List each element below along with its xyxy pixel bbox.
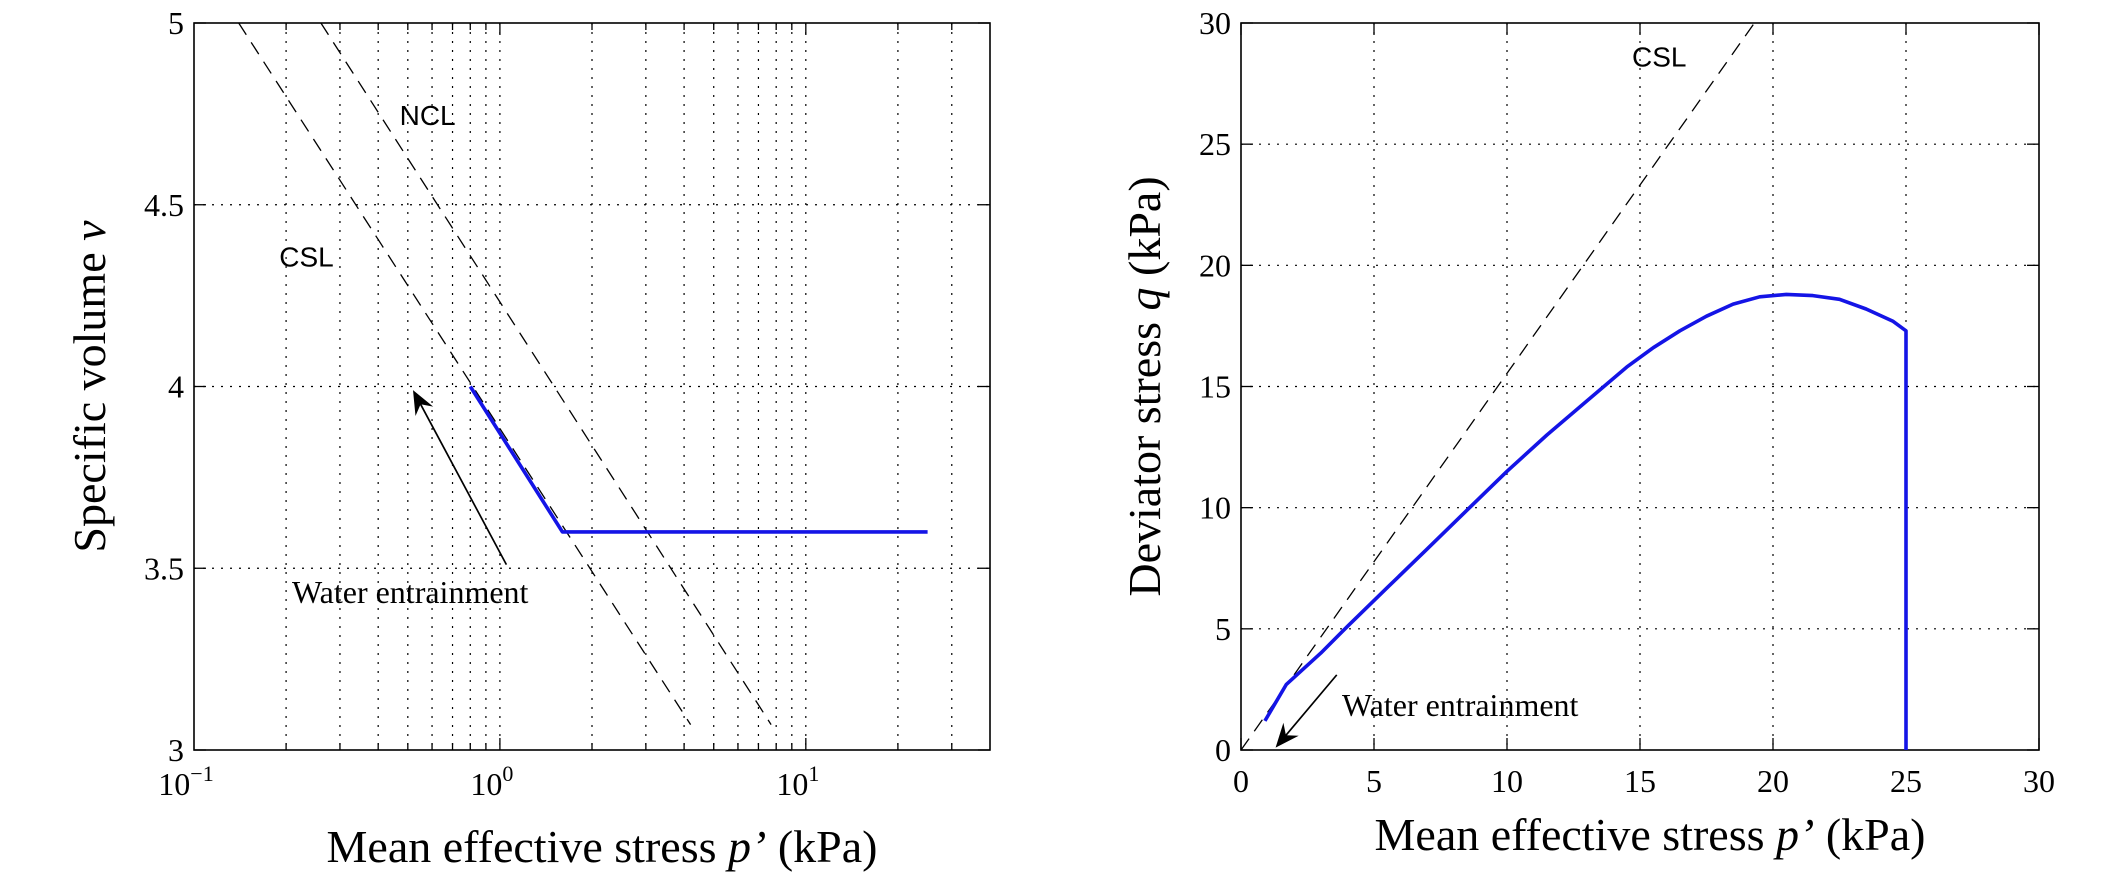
x-axis-label: Mean effective stress p’ (kPa) bbox=[1375, 809, 1926, 860]
reference-line-csl bbox=[238, 22, 692, 725]
stress-path-line bbox=[468, 385, 928, 534]
y-tick-label: 20 bbox=[1199, 247, 1231, 283]
plot-frame bbox=[1240, 22, 2040, 751]
x-axis-unit: (kPa) bbox=[1814, 809, 1925, 860]
y-tick-label: 30 bbox=[1199, 5, 1231, 41]
y-axis-label: Deviator stress q (kPa) bbox=[1119, 176, 1170, 596]
x-axis-symbol: p’ bbox=[1773, 809, 1814, 860]
y-axis-label: Specific volume v bbox=[64, 220, 115, 553]
water-entrainment-label: Water entrainment bbox=[1342, 687, 1579, 723]
x-tick-label: 25 bbox=[1890, 763, 1922, 799]
water-entrainment-arrow-shaft bbox=[419, 402, 508, 566]
x-tick-label: 100 bbox=[470, 761, 513, 802]
water-entrainment-arrow-shaft bbox=[1284, 674, 1338, 738]
csl-label: CSL bbox=[279, 242, 333, 273]
y-tick-label: 0 bbox=[1215, 732, 1231, 768]
y-tick-label: 4 bbox=[168, 369, 184, 405]
x-tick-exponent: 1 bbox=[808, 761, 819, 786]
y-tick-label: 25 bbox=[1199, 126, 1231, 162]
csl-label: CSL bbox=[1632, 42, 1686, 73]
x-axis-label-text: Mean effective stress bbox=[1375, 809, 1777, 860]
x-axis-symbol: p’ bbox=[725, 821, 766, 872]
x-tick-base: 10 bbox=[158, 766, 190, 802]
y-tick-label: 4.5 bbox=[144, 187, 184, 223]
x-tick-label: 10 bbox=[1491, 763, 1523, 799]
y-axis-symbol: v bbox=[64, 220, 115, 241]
y-tick-label: 3 bbox=[168, 732, 184, 768]
y-tick-label: 15 bbox=[1199, 369, 1231, 405]
x-tick-exponent: 0 bbox=[502, 761, 513, 786]
x-tick-label: 0 bbox=[1233, 763, 1249, 799]
x-axis-label: Mean effective stress p’ (kPa) bbox=[327, 821, 878, 872]
reference-line-ncl bbox=[320, 22, 772, 725]
x-tick-label: 10−1 bbox=[158, 761, 213, 802]
y-tick-label: 3.5 bbox=[144, 550, 184, 586]
water-entrainment-arrow-head bbox=[413, 390, 434, 416]
x-tick-label: 5 bbox=[1366, 763, 1382, 799]
y-axis-label-text: Specific volume bbox=[64, 241, 115, 553]
y-axis-symbol: q bbox=[1119, 287, 1170, 310]
x-tick-label: 30 bbox=[2023, 763, 2055, 799]
y-axis-unit: (kPa) bbox=[1119, 176, 1170, 287]
water-entrainment-label: Water entrainment bbox=[292, 574, 529, 610]
water-entrainment-arrow-head bbox=[1275, 722, 1299, 748]
y-tick-label: 10 bbox=[1199, 490, 1231, 526]
x-axis-unit: (kPa) bbox=[766, 821, 877, 872]
y-tick-label: 5 bbox=[1215, 611, 1231, 647]
x-tick-base: 10 bbox=[470, 766, 502, 802]
y-tick-label: 5 bbox=[168, 5, 184, 41]
x-axis-label-text: Mean effective stress bbox=[327, 821, 729, 872]
x-tick-label: 101 bbox=[776, 761, 819, 802]
ncl-label: NCL bbox=[400, 100, 456, 131]
x-tick-base: 10 bbox=[776, 766, 808, 802]
x-tick-label: 15 bbox=[1624, 763, 1656, 799]
plot-frame bbox=[193, 22, 991, 751]
x-tick-exponent: −1 bbox=[190, 761, 213, 786]
stress-path-line bbox=[1263, 292, 1908, 750]
x-tick-label: 20 bbox=[1757, 763, 1789, 799]
y-axis-label-text: Deviator stress bbox=[1119, 310, 1170, 596]
chart-deviator-stress: 0 5 10 15 20 25 30 0 5 10 15 20 25 30 CSL Water entrain… bbox=[1119, 5, 2055, 860]
reference-line-csl bbox=[1240, 22, 1755, 751]
